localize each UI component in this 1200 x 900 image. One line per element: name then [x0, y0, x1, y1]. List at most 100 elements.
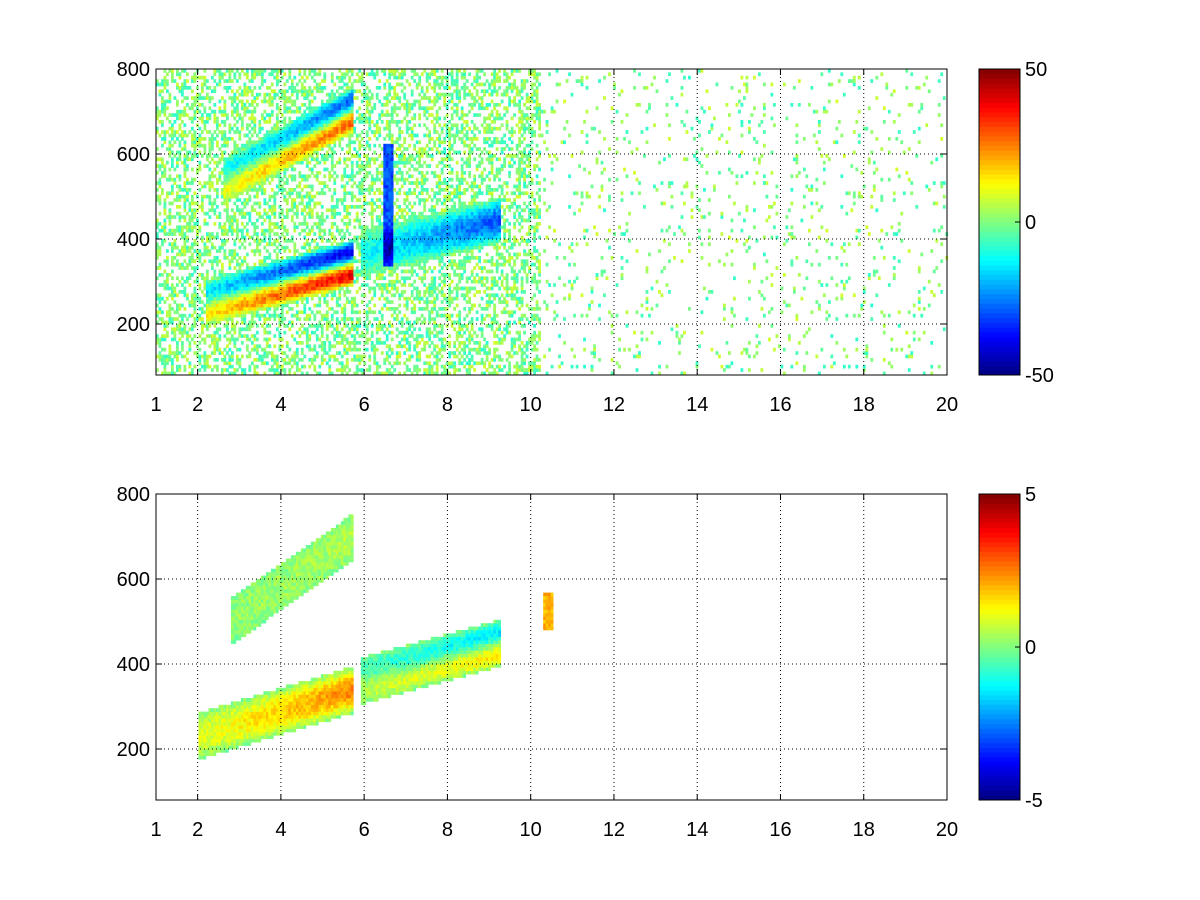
- heatmap-cell: [325, 120, 329, 124]
- heatmap-cell: [385, 181, 389, 185]
- heatmap-cell: [305, 293, 309, 298]
- heatmap-cell: [250, 283, 254, 287]
- heatmap-cell: [193, 320, 197, 325]
- heatmap-cell: [363, 174, 367, 179]
- heatmap-cell: [395, 96, 399, 100]
- heatmap-cell: [198, 361, 202, 366]
- heatmap-cell: [170, 276, 174, 281]
- heatmap-cell: [293, 266, 297, 270]
- heatmap-cell: [260, 347, 264, 352]
- heatmap-cell: [308, 89, 312, 94]
- heatmap-cell: [230, 109, 234, 114]
- heatmap-cell: [178, 198, 182, 202]
- heatmap-cell: [225, 177, 229, 182]
- heatmap-cell: [188, 106, 192, 111]
- heatmap-cell: [161, 103, 164, 107]
- heatmap-cell: [395, 266, 399, 270]
- heatmap-cell: [205, 239, 209, 243]
- heatmap-cell: [198, 205, 202, 209]
- heatmap-cell: [395, 327, 399, 332]
- heatmap-cell: [340, 116, 344, 121]
- heatmap-cell: [385, 344, 389, 349]
- heatmap-cell: [163, 334, 167, 338]
- heatmap-cell: [390, 184, 394, 189]
- heatmap-cell: [348, 96, 352, 100]
- heatmap-cell: [310, 188, 314, 192]
- heatmap-cell: [325, 317, 329, 321]
- heatmap-cell: [230, 164, 234, 168]
- heatmap-cell: [245, 324, 249, 328]
- heatmap-cell: [340, 286, 344, 291]
- heatmap-cell: [208, 344, 212, 349]
- heatmap-cell: [293, 228, 297, 233]
- heatmap-cell: [318, 232, 322, 236]
- heatmap-cell: [333, 123, 337, 128]
- heatmap-cell: [293, 154, 297, 158]
- heatmap-cell: [240, 154, 244, 158]
- heatmap-cell: [328, 368, 332, 372]
- heatmap-cell: [300, 120, 304, 124]
- heatmap-cell: [175, 368, 179, 372]
- heatmap-cell: [343, 198, 347, 202]
- heatmap-cell: [265, 167, 269, 172]
- heatmap-cell: [298, 157, 302, 162]
- heatmap-cell: [275, 245, 279, 250]
- heatmap-cell: [388, 324, 392, 328]
- heatmap-cell: [328, 126, 332, 131]
- heatmap-cell: [328, 92, 332, 97]
- heatmap-cell: [293, 269, 297, 274]
- heatmap-cell: [190, 96, 194, 100]
- heatmap-cell: [338, 266, 342, 270]
- heatmap-cell: [345, 300, 349, 304]
- heatmap-cell: [270, 177, 274, 182]
- heatmap-cell: [388, 154, 392, 158]
- heatmap-cell: [310, 225, 314, 230]
- heatmap-cell: [398, 249, 402, 253]
- heatmap-cell: [355, 184, 359, 189]
- heatmap-cell: [230, 283, 234, 287]
- top-heatmap-panel: 1 2 4 6 8 10 12 14 16 18 20 200 400 600 …: [117, 59, 1054, 416]
- heatmap-cell: [213, 86, 217, 90]
- heatmap-cell: [295, 293, 299, 298]
- heatmap-cell: [340, 334, 344, 338]
- heatmap-cell: [300, 154, 304, 158]
- heatmap-cell: [343, 290, 347, 294]
- heatmap-cell: [273, 208, 277, 213]
- heatmap-cell: [343, 126, 347, 131]
- heatmap-cell: [173, 334, 177, 338]
- heatmap-cell: [370, 344, 374, 349]
- heatmap-cell: [330, 283, 334, 287]
- heatmap-cell: [358, 273, 362, 277]
- heatmap-cell: [220, 239, 224, 243]
- heatmap-cell: [333, 337, 337, 342]
- heatmap-cell: [328, 347, 332, 352]
- heatmap-cell: [360, 235, 364, 240]
- heatmap-cell: [168, 177, 172, 182]
- heatmap-cell: [330, 290, 334, 294]
- heatmap-cell: [383, 157, 387, 162]
- heatmap-cell: [328, 262, 332, 267]
- heatmap-cell: [263, 143, 267, 148]
- heatmap-cell: [278, 69, 282, 73]
- heatmap-cell: [385, 215, 389, 219]
- heatmap-cell: [325, 143, 329, 148]
- heatmap-cell: [228, 266, 232, 270]
- heatmap-cell: [340, 235, 344, 240]
- heatmap-cell: [185, 317, 189, 321]
- heatmap-cell: [295, 120, 299, 124]
- heatmap-cell: [310, 266, 314, 270]
- heatmap-cell: [198, 92, 202, 97]
- heatmap-cell: [333, 276, 337, 281]
- heatmap-cell: [193, 137, 197, 141]
- heatmap-cell: [213, 198, 217, 202]
- heatmap-cell: [390, 211, 394, 216]
- heatmap-cell: [158, 266, 162, 270]
- heatmap-cell: [378, 324, 382, 328]
- heatmap-cell: [345, 109, 349, 114]
- heatmap-cell: [218, 130, 222, 134]
- heatmap-cell: [288, 188, 292, 192]
- heatmap-cell: [280, 113, 284, 117]
- heatmap-cell: [315, 160, 319, 165]
- heatmap-cell: [358, 252, 362, 257]
- heatmap-cell: [318, 269, 322, 274]
